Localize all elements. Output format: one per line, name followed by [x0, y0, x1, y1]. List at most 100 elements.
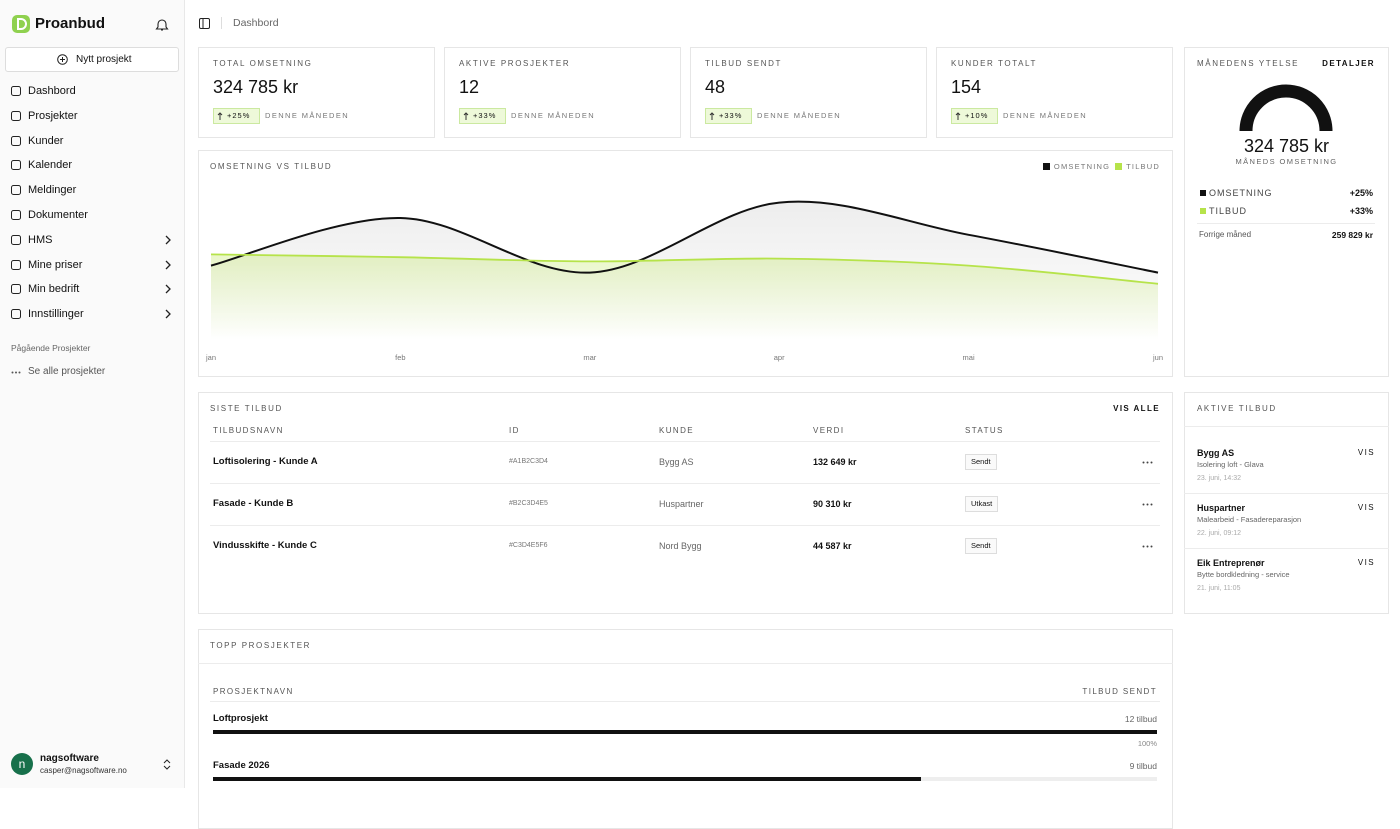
stat-value: 48: [705, 77, 726, 97]
legend-swatch: [1115, 163, 1123, 170]
column-header: STATUS: [965, 426, 1004, 435]
row-menu: [1142, 461, 1153, 464]
company: Huspartner: [1197, 503, 1246, 513]
x-tick-label: jan: [205, 353, 216, 362]
see-all-link[interactable]: Se alle prosjekter: [28, 366, 106, 377]
view-link[interactable]: VIS: [1357, 448, 1375, 457]
top-projects-card: [198, 629, 1173, 829]
nav-icon: [11, 284, 21, 295]
nav-icon: [11, 135, 21, 146]
stat-period: DENNE MÅNEDEN: [1003, 111, 1088, 120]
arrow-up: [217, 112, 223, 120]
section-title: AKTIVE TILBUD: [1197, 404, 1277, 413]
column-header: TILBUD SENDT: [1082, 687, 1157, 696]
status-badge: Utkast: [965, 496, 999, 512]
x-tick-label: mai: [963, 353, 975, 362]
stat-period: DENNE MÅNEDEN: [265, 111, 350, 120]
user-name: nagsoftware: [40, 753, 99, 764]
section-title: SISTE TILBUD: [210, 404, 283, 413]
chart-title: OMSETNING VS TILBUD: [210, 162, 333, 171]
nav-icon: [11, 259, 21, 270]
progress-bar: [213, 730, 1157, 734]
performance-value: 324 785 kr: [1243, 136, 1330, 156]
stat-badge: [459, 108, 506, 124]
stat-change: +33%: [719, 111, 743, 120]
header-separator: [221, 17, 222, 29]
performance-title: MÅNEDENS YTELSE: [1197, 59, 1300, 68]
project-count: 9 tilbud: [1129, 761, 1157, 771]
status-badge: Sendt: [965, 538, 997, 554]
dots-icon: [11, 371, 21, 374]
new-project-button[interactable]: [5, 47, 179, 72]
nav-item[interactable]: Dokumenter: [28, 209, 88, 221]
performance-card: [1184, 47, 1389, 377]
details-link[interactable]: DETALJER: [1322, 59, 1375, 68]
row-menu: [1142, 503, 1153, 506]
time: 23. juni, 14:32: [1197, 475, 1241, 482]
area-fill: [211, 254, 1158, 340]
view-all-link[interactable]: VIS ALLE: [1113, 404, 1160, 413]
legend-label: OMSETNING: [1053, 162, 1111, 171]
nav-item[interactable]: Kunder: [28, 134, 64, 147]
offer-customer: Huspartner: [659, 499, 704, 509]
offer-name: Fasade - Kunde B: [213, 498, 294, 509]
offer-customer: Bygg AS: [659, 457, 694, 467]
divider: [1184, 493, 1389, 494]
column-header: TILBUDSNAVN: [213, 426, 284, 435]
performance-row-label: TILBUD: [1209, 206, 1248, 216]
nav-item[interactable]: Innstillinger: [28, 308, 84, 321]
nav-item[interactable]: Mine priser: [28, 258, 83, 271]
nav-item[interactable]: Kalender: [28, 159, 73, 172]
x-tick-label: apr: [774, 353, 785, 362]
nav-item[interactable]: Min bedrift: [28, 283, 80, 296]
stat-label: TILBUD SENDT: [705, 59, 782, 68]
offer-value: 44 587 kr: [813, 541, 852, 551]
nav-icon: [11, 86, 21, 96]
divider: [1197, 223, 1375, 224]
stat-value: 154: [951, 77, 982, 97]
offer-id: #A1B2C3D4: [509, 458, 548, 465]
arrow-up: [955, 112, 961, 120]
nav-chevron: [165, 309, 171, 319]
divider: [210, 701, 1160, 702]
view-link[interactable]: VIS: [1357, 503, 1375, 512]
divider: [210, 525, 1160, 526]
description: Bytte bordkledning - service: [1197, 570, 1290, 579]
active-offers-card: [1184, 392, 1389, 614]
time: 21. juni, 11:05: [1197, 585, 1241, 592]
offer-customer: Nord Bygg: [659, 541, 702, 551]
breadcrumb: Dashbord: [233, 17, 279, 29]
sidebar: [0, 0, 185, 788]
offer-id: #C3D4E5F6: [509, 542, 548, 549]
stat-period: DENNE MÅNEDEN: [757, 111, 842, 120]
stat-value: 324 785 kr: [213, 77, 299, 97]
divider: [210, 441, 1160, 442]
row-swatch: [1200, 190, 1206, 196]
avatar: n: [11, 753, 33, 775]
previous-value: 259 829 kr: [1331, 230, 1373, 240]
logo: [12, 15, 30, 33]
description: Isolering loft - Glava: [1197, 460, 1264, 469]
performance-row-label: OMSETNING: [1209, 188, 1273, 198]
nav-icon: [11, 160, 21, 171]
percent-label: 100%: [1137, 739, 1157, 748]
nav-item[interactable]: HMS: [28, 233, 53, 246]
nav-item[interactable]: Dashbord: [28, 85, 76, 97]
nav-icon: [11, 185, 21, 196]
arrow-up: [463, 112, 469, 120]
time: 22. juni, 09:12: [1197, 530, 1241, 537]
new-project-label[interactable]: Nytt prosjekt: [76, 54, 132, 65]
section-title: TOPP PROSJEKTER: [210, 641, 312, 650]
project-count: 12 tilbud: [1124, 714, 1157, 724]
stat-change: +33%: [473, 111, 497, 120]
stat-badge: [213, 108, 260, 124]
nav-item[interactable]: Meldinger: [28, 184, 77, 197]
nav-item[interactable]: Prosjekter: [28, 109, 78, 122]
user-email: casper@nagsoftware.no: [40, 766, 127, 775]
status-badge: Sendt: [965, 454, 997, 470]
nav-icon: [11, 110, 21, 121]
view-link[interactable]: VIS: [1357, 558, 1375, 567]
row-swatch: [1200, 208, 1206, 214]
divider: [1184, 548, 1389, 549]
